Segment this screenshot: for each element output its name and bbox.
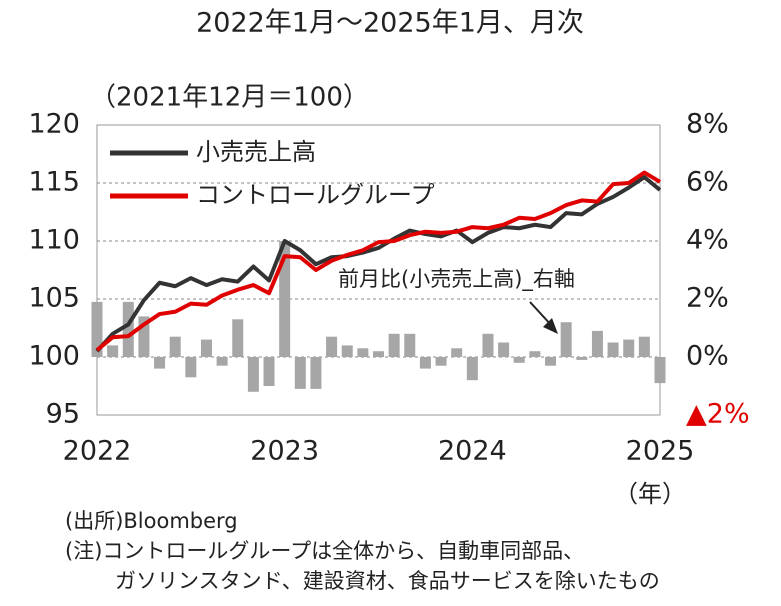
x-tick-label: 2022 xyxy=(63,436,132,467)
y-tick-label: 105 xyxy=(28,283,80,314)
note: (出所)Bloomberg xyxy=(65,509,238,533)
bar xyxy=(294,357,306,389)
bar xyxy=(388,333,400,357)
bar xyxy=(232,319,244,357)
bar xyxy=(263,357,275,386)
bar xyxy=(154,357,166,369)
bar xyxy=(91,301,103,357)
bar xyxy=(200,339,212,357)
bar xyxy=(591,330,603,357)
bar xyxy=(357,348,369,357)
bar xyxy=(122,301,134,357)
y2-tick-label: 4% xyxy=(686,225,729,256)
x-tick-label: 2025 xyxy=(626,436,695,467)
bar xyxy=(373,351,384,357)
bar xyxy=(310,357,322,389)
bar xyxy=(482,333,494,357)
bar xyxy=(529,351,541,357)
bar xyxy=(513,357,525,363)
bar xyxy=(247,357,259,392)
bar xyxy=(435,357,447,366)
bar xyxy=(576,357,588,360)
y2-tick-label: 0% xyxy=(686,341,729,372)
note: ガソリンスタンド、建設資材、食品サービスを除いたもの xyxy=(115,569,660,593)
bar xyxy=(638,336,650,357)
x-tick-label: 2024 xyxy=(438,436,507,467)
bar xyxy=(138,316,150,357)
y-tick-label: 120 xyxy=(28,109,80,140)
bar xyxy=(169,336,181,357)
note: (注)コントロールグループは全体から、自動車同部品、 xyxy=(65,539,584,563)
bar xyxy=(466,357,478,381)
bar xyxy=(341,345,353,357)
y2-tick-label: 8% xyxy=(686,109,729,140)
bar xyxy=(326,336,338,357)
bar xyxy=(404,333,416,357)
bar xyxy=(216,357,228,366)
annotation: 前月比(小売売上高)_右軸 xyxy=(338,267,575,292)
y-tick-label: 115 xyxy=(28,167,80,198)
chart-title: 2022年1月～2025年1月、月次 xyxy=(196,8,584,39)
y2-tick-label: ▲2% xyxy=(686,399,750,430)
annotation-arrowhead xyxy=(543,318,558,334)
bar xyxy=(498,342,510,357)
y-tick-label: 110 xyxy=(28,225,80,256)
bar xyxy=(623,339,635,357)
bar xyxy=(185,357,197,378)
x-unit: （年） xyxy=(614,480,686,508)
y-tick-label: 95 xyxy=(46,399,80,430)
y-tick-label: 100 xyxy=(28,341,80,372)
bar xyxy=(419,357,431,369)
bar xyxy=(545,357,557,366)
bar xyxy=(654,357,666,384)
legend-label: 小売売上高 xyxy=(196,138,316,166)
y2-tick-label: 2% xyxy=(686,283,729,314)
bar xyxy=(107,345,119,357)
bar xyxy=(451,348,463,357)
bar xyxy=(560,322,572,357)
line xyxy=(95,170,662,352)
x-tick-label: 2023 xyxy=(250,436,319,467)
bar xyxy=(607,342,619,357)
y2-tick-label: 6% xyxy=(686,167,729,198)
bar xyxy=(279,241,291,357)
line xyxy=(95,175,662,353)
subtitle: （2021年12月＝100） xyxy=(90,83,369,113)
legend-label: コントロールグループ xyxy=(196,181,435,209)
plot-frame xyxy=(96,124,661,416)
